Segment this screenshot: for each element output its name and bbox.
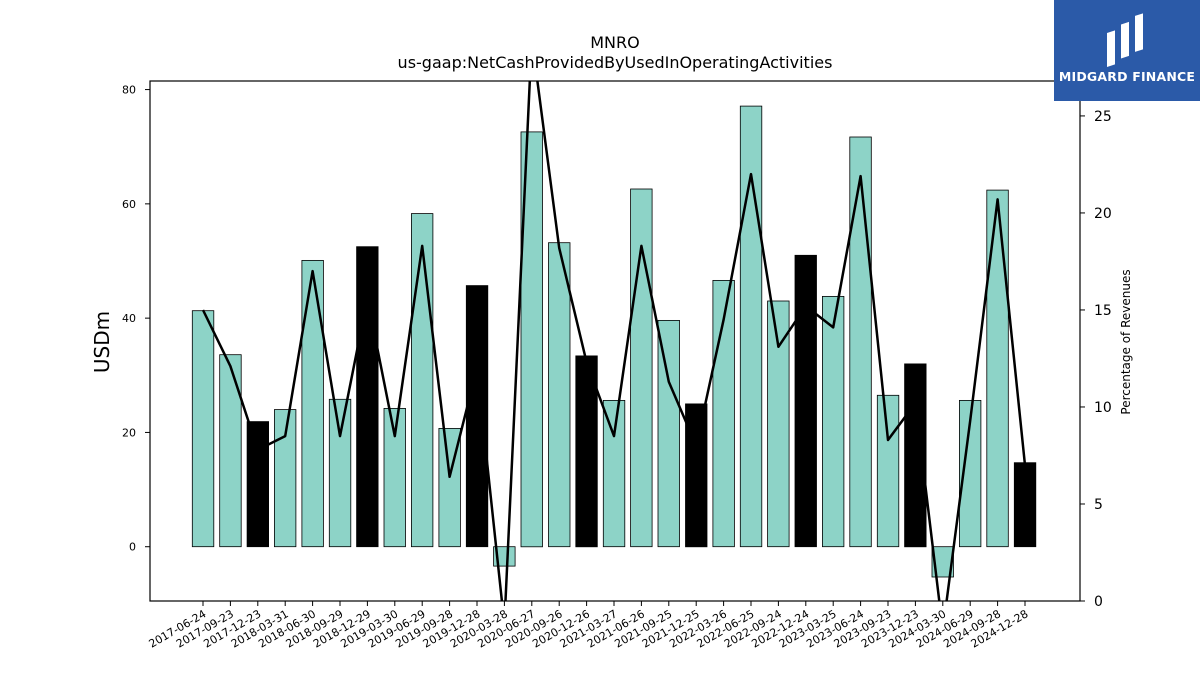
bar-2019-12-28	[465, 285, 489, 548]
chart-title: MNRO	[590, 33, 639, 52]
y-tick-label: 20	[122, 426, 136, 439]
bar-2019-06-29	[410, 213, 434, 548]
bar-2024-03-30	[931, 546, 954, 578]
bar-2022-06-25	[739, 105, 763, 548]
bar-2017-09-23	[219, 354, 242, 548]
bar-2022-09-24	[767, 300, 790, 548]
logo-text: MIDGARD FINANCE	[1058, 69, 1196, 84]
bar-2021-06-26	[630, 188, 653, 548]
y-tick-label: 0	[129, 541, 136, 554]
bar-2020-06-27	[520, 131, 543, 548]
y-axis-label: USDm	[90, 311, 114, 373]
y-tick-label: 80	[122, 84, 136, 97]
y-tick-label: 60	[122, 198, 136, 211]
bar-2021-03-27	[602, 399, 626, 548]
bar-2017-12-23	[246, 421, 270, 548]
bar-2018-06-30	[301, 259, 324, 548]
y2-tick-label: 15	[1094, 303, 1112, 319]
bar-2019-03-30	[383, 407, 406, 548]
bar-2018-03-31	[273, 409, 297, 548]
bar-2024-09-28	[986, 189, 1009, 548]
bar-2024-06-29	[959, 399, 982, 548]
y2-tick-label: 25	[1094, 109, 1112, 125]
bar-2018-09-29	[328, 398, 352, 548]
bar-2020-03-28	[493, 546, 516, 567]
y2-tick-label: 10	[1094, 400, 1112, 416]
chart-subtitle: us-gaap:NetCashProvidedByUsedInOperating…	[398, 53, 833, 72]
bar-2024-12-28	[1013, 462, 1037, 548]
midgard-logo-icon	[1107, 13, 1143, 68]
bar-2020-12-26	[575, 355, 598, 548]
brand-logo: MIDGARD FINANCE	[1054, 0, 1200, 101]
bar-2018-12-29	[356, 246, 379, 548]
bar-2023-09-23	[876, 394, 900, 548]
bar-2023-03-25	[822, 295, 845, 548]
bar-2021-09-25	[657, 319, 680, 548]
bar-2022-12-24	[794, 254, 817, 548]
y2-tick-label: 0	[1094, 594, 1103, 610]
revenue-percentage-line	[201, 81, 1027, 601]
y-tick-label: 40	[122, 312, 136, 325]
y2-tick-label: 5	[1094, 497, 1103, 513]
y2-axis-label: Percentage of Revenues	[1119, 269, 1133, 414]
bar-2023-06-24	[849, 136, 872, 548]
bar-2021-12-25	[685, 403, 708, 548]
y2-tick-label: 20	[1094, 206, 1112, 222]
plot-frame	[149, 80, 1081, 602]
bar-2020-09-26	[548, 242, 571, 548]
bar-2017-06-24	[191, 310, 215, 548]
